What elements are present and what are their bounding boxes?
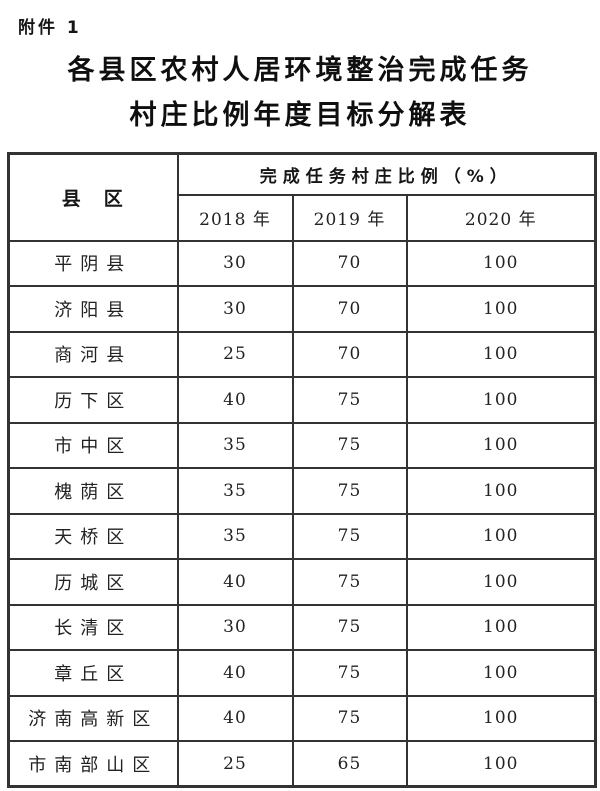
value-2019: 70 (291, 285, 408, 333)
table-row: 历下区 40 75 100 (7, 376, 597, 424)
value-2019: 75 (291, 558, 408, 606)
county-name: 市南部山区 (7, 740, 179, 788)
table-row: 商河县 25 70 100 (7, 330, 597, 378)
county-name: 商河县 (7, 330, 179, 378)
county-name: 市中区 (7, 421, 179, 469)
value-2020: 100 (405, 376, 597, 424)
county-name: 章丘区 (7, 649, 179, 697)
county-name: 平阴县 (7, 239, 179, 287)
value-2020: 100 (405, 467, 597, 515)
table-row: 济阳县 30 70 100 (7, 285, 597, 333)
county-name: 槐荫区 (7, 467, 179, 515)
county-name: 长清区 (7, 603, 179, 651)
value-2019: 75 (291, 649, 408, 697)
value-2018: 30 (176, 285, 294, 333)
value-2018: 30 (176, 239, 294, 287)
table-row: 槐荫区 35 75 100 (7, 467, 597, 515)
value-2020: 100 (405, 285, 597, 333)
table-row: 章丘区 40 75 100 (7, 649, 597, 697)
value-2018: 35 (176, 512, 294, 560)
year-header-2020: 2020 年 (405, 193, 597, 242)
value-2018: 40 (176, 649, 294, 697)
value-2019: 65 (291, 740, 408, 788)
target-breakdown-table: 县 区 完成任务村庄比例（%） 2018 年 2019 年 2020 年 平阴县… (7, 152, 598, 788)
value-2020: 100 (405, 694, 597, 742)
value-2020: 100 (405, 421, 597, 469)
value-2018: 40 (176, 376, 294, 424)
value-2018: 25 (176, 330, 294, 378)
value-2019: 75 (291, 694, 408, 742)
value-2018: 35 (176, 467, 294, 515)
value-2020: 100 (405, 603, 597, 651)
value-2019: 70 (291, 330, 408, 378)
value-2020: 100 (405, 512, 597, 560)
county-name: 历下区 (7, 376, 179, 424)
value-2019: 75 (291, 512, 408, 560)
completion-ratio-group-header: 完成任务村庄比例（%） (176, 152, 597, 196)
value-2020: 100 (405, 330, 597, 378)
county-name: 济阳县 (7, 285, 179, 333)
value-2020: 100 (405, 649, 597, 697)
table-row: 市中区 35 75 100 (7, 421, 597, 469)
header-row-group: 县 区 完成任务村庄比例（%） (7, 152, 597, 242)
table-row: 济南高新区 40 75 100 (7, 694, 597, 742)
county-column-header: 县 区 (7, 152, 179, 242)
value-2020: 100 (405, 558, 597, 606)
table-row: 历城区 40 75 100 (7, 558, 597, 606)
value-2019: 75 (291, 603, 408, 651)
year-header-2018: 2018 年 (176, 193, 294, 242)
header-row-years: 2018 年 2019 年 2020 年 (9, 193, 597, 242)
county-name: 天桥区 (7, 512, 179, 560)
value-2020: 100 (405, 239, 597, 287)
value-2019: 75 (291, 467, 408, 515)
document-title: 各县区农村人居环境整治完成任务 村庄比例年度目标分解表 (0, 48, 600, 138)
table-row: 市南部山区 25 65 100 (7, 740, 597, 788)
value-2018: 40 (176, 558, 294, 606)
value-2019: 75 (291, 421, 408, 469)
value-2018: 40 (176, 694, 294, 742)
table-row: 平阴县 30 70 100 (7, 239, 597, 287)
value-2019: 75 (291, 376, 408, 424)
value-2019: 70 (291, 239, 408, 287)
year-header-2019: 2019 年 (291, 193, 408, 242)
value-2018: 30 (176, 603, 294, 651)
attachment-label: 附件 1 (18, 18, 82, 38)
county-name: 历城区 (7, 558, 179, 606)
value-2020: 100 (405, 740, 597, 788)
title-line-1: 各县区农村人居环境整治完成任务 (67, 55, 533, 86)
table-row: 天桥区 35 75 100 (7, 512, 597, 560)
title-line-2: 村庄比例年度目标分解表 (129, 100, 471, 131)
value-2018: 35 (176, 421, 294, 469)
value-2018: 25 (176, 740, 294, 788)
county-name: 济南高新区 (7, 694, 179, 742)
table-row: 长清区 30 75 100 (7, 603, 597, 651)
